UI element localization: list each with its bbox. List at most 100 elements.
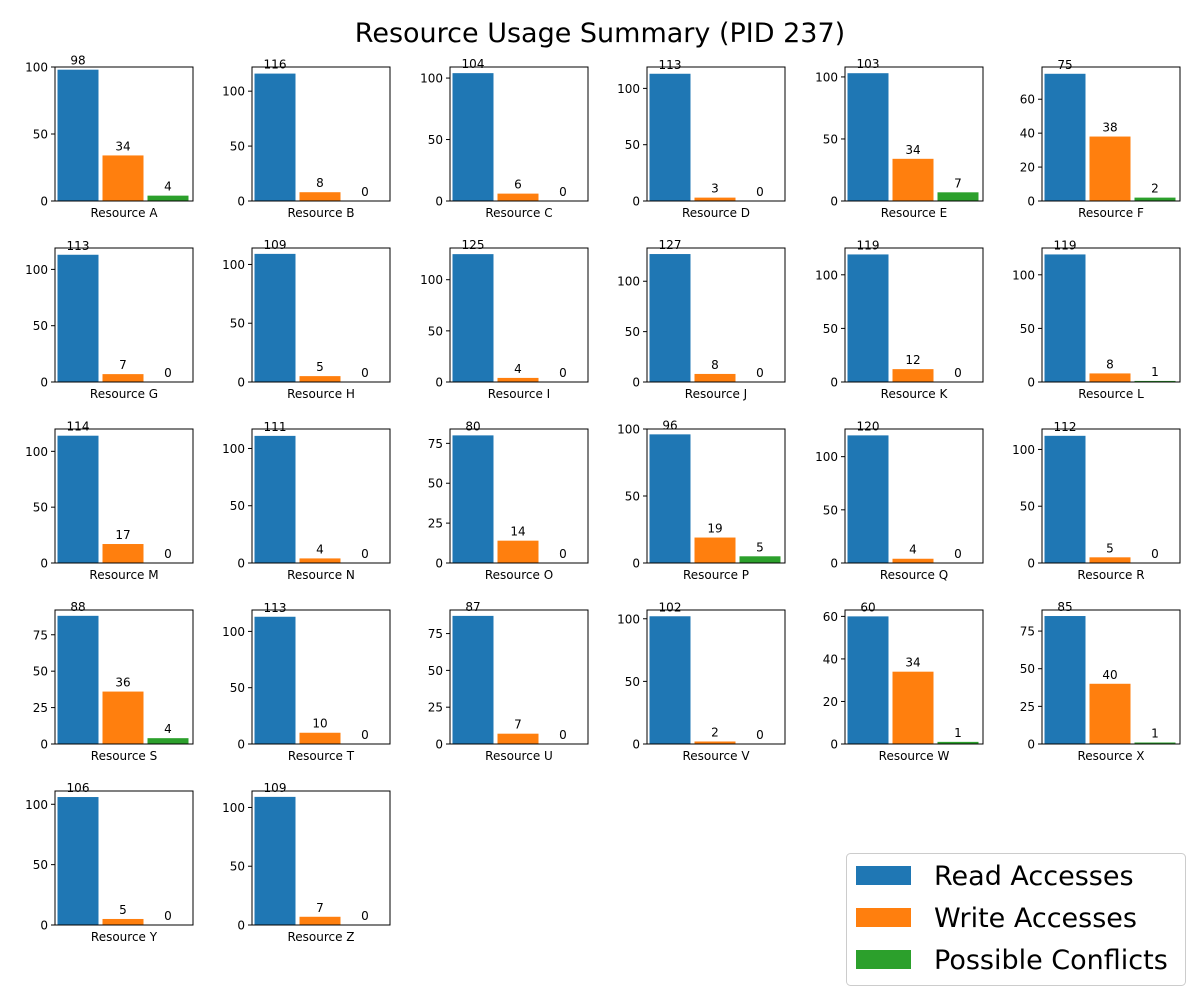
resource-label: Resource T: [288, 749, 355, 763]
axes-frame: [844, 247, 984, 383]
resource-label: Resource W: [879, 749, 950, 763]
bar-value-label: 0: [756, 366, 764, 380]
y-tick-label: 50: [33, 128, 48, 142]
bar-value-label: 0: [361, 909, 369, 923]
bar-read: [847, 254, 889, 382]
axes-frame: [251, 66, 391, 202]
bar-write: [102, 918, 144, 925]
y-tick-label: 20: [1020, 161, 1035, 175]
resource-label: Resource N: [287, 568, 355, 582]
resource-label: Resource S: [91, 749, 157, 763]
bar-value-label: 12: [905, 353, 920, 367]
y-tick-label: 0: [830, 738, 838, 752]
bar-read: [1044, 616, 1086, 744]
bar-read: [847, 616, 889, 744]
y-tick-label: 0: [1027, 557, 1035, 571]
y-tick-label: 50: [428, 133, 443, 147]
bar-write: [892, 671, 934, 744]
bar-value-label: 19: [707, 522, 722, 536]
bar-value-label: 119: [857, 238, 880, 252]
bar-value-label: 113: [67, 239, 90, 253]
bar-value-label: 0: [164, 909, 172, 923]
bar-value-label: 2: [711, 725, 719, 739]
bar-value-label: 5: [119, 903, 127, 917]
resource-label: Resource K: [881, 387, 949, 401]
bar-conflict: [739, 556, 781, 563]
bar-read: [452, 73, 494, 201]
bar-value-label: 104: [462, 57, 485, 71]
bar-value-label: 127: [659, 238, 682, 252]
y-tick-label: 100: [222, 801, 245, 815]
y-tick-label: 0: [435, 195, 443, 209]
panel-resource-x: 85 40 1 0 25 50 75 Resource X: [1020, 600, 1181, 763]
y-tick-label: 50: [625, 675, 640, 689]
bar-value-label: 0: [559, 728, 567, 742]
resource-label: Resource X: [1077, 749, 1144, 763]
bar-write: [102, 374, 144, 382]
panel-resource-b: 116 8 0 0 50 100 Resource B: [222, 58, 391, 220]
y-tick-label: 0: [40, 738, 48, 752]
legend-swatch-write: [856, 908, 911, 927]
bar-value-label: 0: [559, 547, 567, 561]
axes-frame: [54, 790, 194, 926]
panel-resource-k: 119 12 0 0 50 100 Resource K: [815, 238, 984, 401]
y-tick-label: 50: [823, 132, 838, 146]
bar-conflict: [1134, 742, 1176, 744]
bar-value-label: 0: [559, 366, 567, 380]
axes-frame: [251, 247, 391, 383]
bar-value-label: 34: [115, 139, 130, 153]
bar-value-label: 75: [1057, 58, 1072, 72]
bar-value-label: 34: [905, 143, 920, 157]
bar-read: [57, 615, 99, 744]
bar-value-label: 109: [264, 238, 287, 252]
panel-resource-i: 125 4 0 0 50 100 Resource I: [420, 238, 589, 401]
panel-resource-q: 120 4 0 0 50 100 Resource Q: [815, 419, 984, 582]
axes-frame: [251, 609, 391, 745]
axes-frame: [844, 428, 984, 564]
bar-value-label: 112: [1054, 420, 1077, 434]
y-tick-label: 50: [1020, 500, 1035, 514]
axes-frame: [449, 247, 589, 383]
bar-value-label: 109: [264, 781, 287, 795]
bar-value-label: 8: [316, 176, 324, 190]
bar-value-label: 0: [756, 185, 764, 199]
bar-value-label: 38: [1102, 121, 1117, 135]
y-tick-label: 50: [625, 138, 640, 152]
y-tick-label: 0: [632, 557, 640, 571]
axes-frame: [1041, 66, 1181, 202]
bar-value-label: 7: [316, 901, 324, 915]
bar-value-label: 1: [1151, 365, 1159, 379]
panel-resource-z: 109 7 0 0 50 100 Resource Z: [222, 781, 391, 944]
axes-frame: [449, 428, 589, 564]
resource-label: Resource Y: [91, 930, 158, 944]
bar-value-label: 0: [954, 547, 962, 561]
bar-value-label: 0: [164, 547, 172, 561]
bar-read: [452, 254, 494, 382]
panel-resource-a: 98 34 4 0 50 100 Resource A: [25, 54, 194, 220]
y-tick-label: 0: [237, 195, 245, 209]
bar-value-label: 4: [164, 722, 172, 736]
bar-value-label: 7: [514, 718, 522, 732]
bar-read: [254, 253, 296, 382]
y-tick-label: 100: [25, 61, 48, 75]
bar-value-label: 8: [711, 358, 719, 372]
bar-write: [299, 376, 341, 382]
legend-label-read: Read Accesses: [934, 861, 1134, 892]
bar-value-label: 98: [70, 54, 85, 68]
bar-conflict: [937, 741, 979, 744]
bar-value-label: 125: [462, 238, 485, 252]
y-tick-label: 0: [40, 195, 48, 209]
axes-frame: [54, 247, 194, 383]
bar-read: [254, 435, 296, 563]
y-tick-label: 100: [617, 612, 640, 626]
bar-read: [254, 796, 296, 925]
y-tick-label: 0: [435, 376, 443, 390]
resource-label: Resource E: [881, 206, 947, 220]
bar-write: [1089, 557, 1131, 563]
y-tick-label: 100: [815, 450, 838, 464]
bar-write: [497, 540, 539, 563]
y-tick-label: 20: [823, 695, 838, 709]
y-tick-label: 100: [815, 268, 838, 282]
